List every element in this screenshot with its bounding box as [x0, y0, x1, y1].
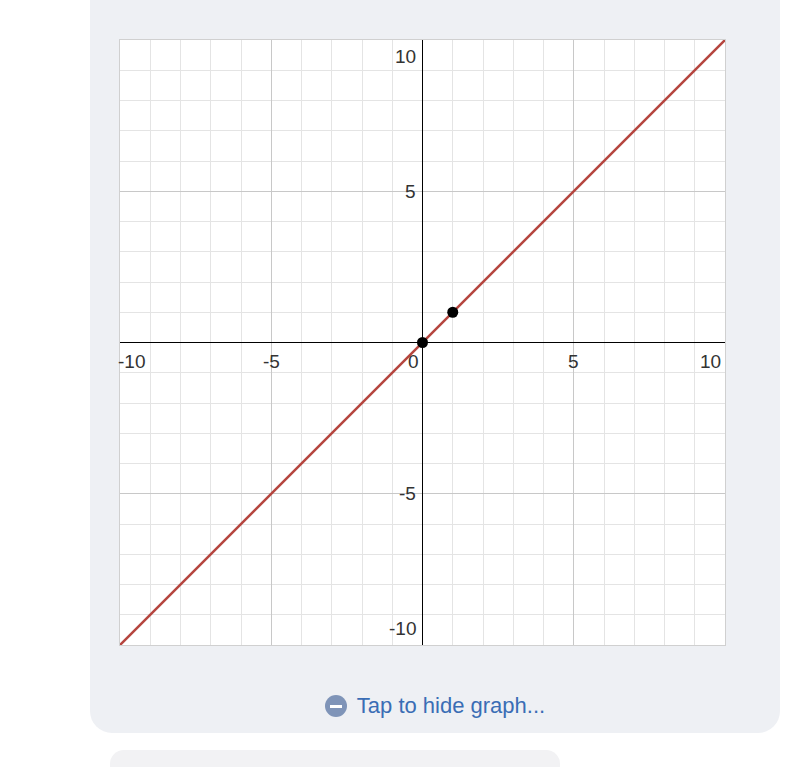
svg-text:0: 0 — [408, 351, 419, 372]
svg-text:-10: -10 — [118, 351, 145, 372]
svg-text:-5: -5 — [263, 351, 280, 372]
svg-text:-5: -5 — [399, 483, 416, 504]
svg-text:10: 10 — [395, 46, 416, 67]
svg-text:5: 5 — [405, 181, 416, 202]
svg-text:10: 10 — [700, 351, 721, 372]
svg-text:5: 5 — [568, 351, 579, 372]
html-text:Tap to hide graph...: Tap to hide graph... — [356, 693, 546, 718]
svg-text:-10: -10 — [389, 618, 416, 639]
